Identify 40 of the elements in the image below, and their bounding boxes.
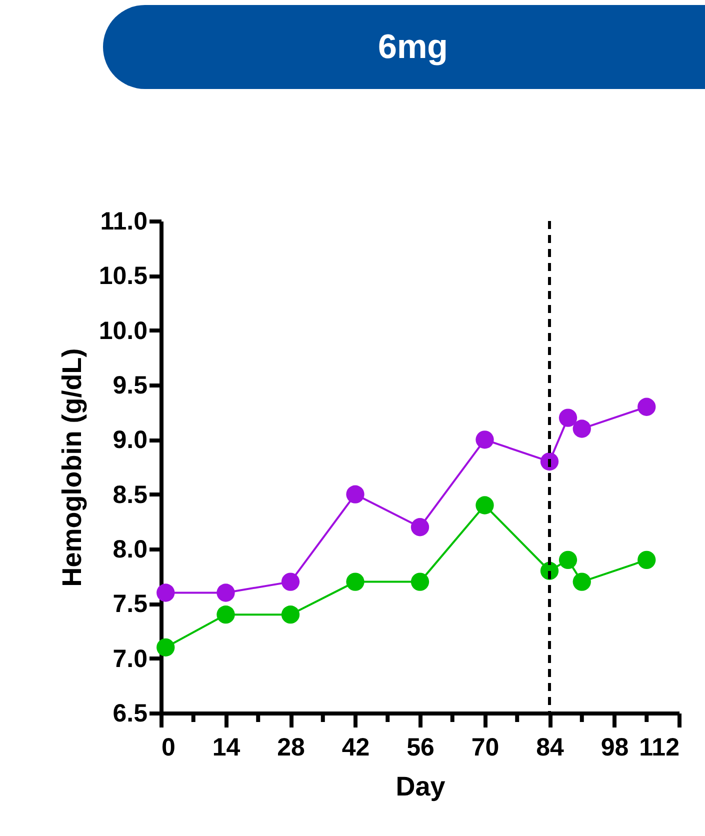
point	[476, 430, 494, 449]
point	[476, 496, 494, 514]
point	[572, 572, 591, 591]
point	[156, 638, 175, 656]
point	[558, 550, 578, 569]
y-tick-label: 6.5	[112, 700, 148, 728]
y-axis-title: Hemoglobin (g/dL)	[56, 348, 87, 587]
point	[216, 584, 235, 602]
title-banner: 6mg	[103, 5, 705, 89]
y-tick-label: 7.5	[112, 590, 148, 618]
y-tick-label: 11.0	[100, 208, 148, 236]
y-tick-label: 9.5	[112, 372, 148, 400]
point	[156, 584, 175, 602]
point	[346, 485, 364, 504]
x-tick-label: 28	[277, 734, 305, 762]
x-tick-label: 112	[639, 734, 680, 762]
y-tick-label: 7.0	[112, 644, 148, 673]
point	[638, 550, 656, 569]
x-tick-label: 56	[406, 734, 434, 762]
x-axis-title: Day	[396, 772, 446, 802]
point	[410, 572, 430, 591]
x-tick-label: 84	[536, 734, 564, 762]
point	[281, 606, 300, 624]
y-tick-label: 10.0	[98, 316, 148, 345]
point	[216, 606, 235, 624]
y-tick-label: 8.0	[112, 536, 148, 564]
y-tick-label: 8.5	[112, 480, 148, 509]
point	[281, 572, 300, 591]
point	[558, 408, 578, 427]
y-tick-label: 9.0	[112, 426, 148, 454]
point	[572, 420, 591, 438]
y-tick-label: 10.5	[98, 262, 148, 290]
x-tick-label: 14	[212, 734, 240, 762]
point	[346, 572, 364, 591]
point	[410, 518, 430, 536]
point	[638, 398, 656, 416]
x-tick-label: 70	[471, 734, 500, 762]
x-tick-label: 0	[162, 734, 176, 762]
x-tick-label: 42	[342, 734, 370, 762]
x-tick-label: 98	[600, 734, 629, 762]
